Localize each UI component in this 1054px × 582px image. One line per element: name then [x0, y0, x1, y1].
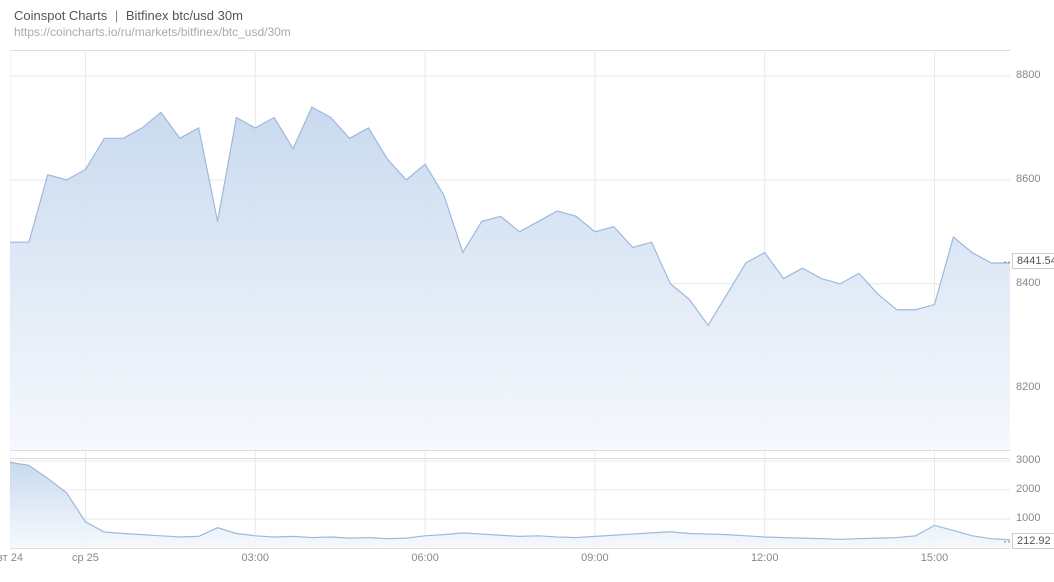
- volume-axis-label: 1000: [1016, 512, 1040, 524]
- x-axis-label: 12:00: [751, 552, 779, 564]
- y-axis-label: 8400: [1016, 277, 1040, 289]
- y-axis-label: 8200: [1016, 381, 1040, 393]
- x-axis-label: 09:00: [581, 552, 609, 564]
- pair-name: Bitfinex btc/usd 30m: [126, 8, 243, 23]
- x-axis-label: 06:00: [411, 552, 439, 564]
- current-price-tag: 8441.54: [1012, 253, 1054, 269]
- current-volume-tag: 212.92: [1012, 533, 1054, 549]
- y-axis-label: 8600: [1016, 173, 1040, 185]
- x-axis-label: ср 25: [72, 552, 99, 564]
- x-axis-label: 03:00: [242, 552, 270, 564]
- title-separator: |: [115, 8, 118, 23]
- volume-axis-label: 3000: [1016, 454, 1040, 466]
- source-url: https://coincharts.io/ru/markets/bitfine…: [14, 25, 291, 39]
- site-name: Coinspot Charts: [14, 8, 107, 23]
- chart-svg: [10, 50, 1010, 570]
- chart-header: Coinspot Charts | Bitfinex btc/usd 30m h…: [14, 8, 291, 39]
- x-axis-label: 15:00: [921, 552, 949, 564]
- volume-axis-label: 2000: [1016, 483, 1040, 495]
- chart-title: Coinspot Charts | Bitfinex btc/usd 30m: [14, 8, 291, 23]
- y-axis-label: 8800: [1016, 69, 1040, 81]
- chart-area[interactable]: 8200840086008800вт 24ср 2503:0006:0009:0…: [10, 50, 1010, 570]
- x-axis-label: вт 24: [0, 552, 23, 564]
